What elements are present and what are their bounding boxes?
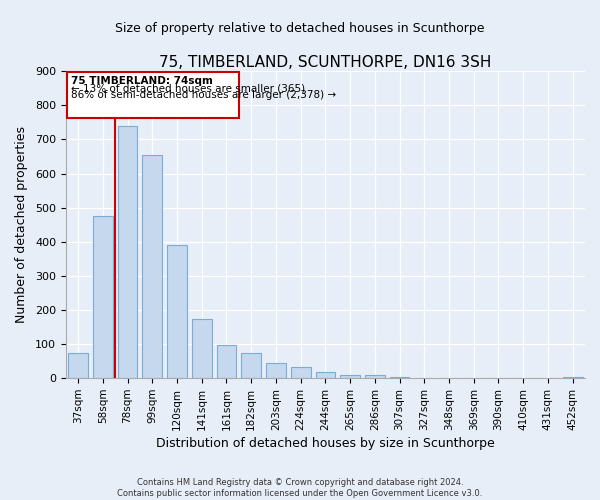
Bar: [563, 376, 583, 378]
Bar: [266, 363, 286, 378]
Bar: [142, 155, 162, 378]
Text: 86% of semi-detached houses are larger (2,378) →: 86% of semi-detached houses are larger (…: [71, 90, 336, 100]
Bar: [192, 318, 212, 378]
Bar: [365, 376, 385, 378]
Bar: [291, 368, 311, 378]
Bar: [241, 352, 261, 378]
Text: Size of property relative to detached houses in Scunthorpe: Size of property relative to detached ho…: [115, 22, 485, 35]
Y-axis label: Number of detached properties: Number of detached properties: [15, 126, 28, 323]
Text: Contains HM Land Registry data © Crown copyright and database right 2024.
Contai: Contains HM Land Registry data © Crown c…: [118, 478, 482, 498]
X-axis label: Distribution of detached houses by size in Scunthorpe: Distribution of detached houses by size …: [156, 437, 495, 450]
Bar: [340, 375, 360, 378]
Bar: [118, 126, 137, 378]
Bar: [68, 352, 88, 378]
Bar: [93, 216, 113, 378]
Bar: [167, 245, 187, 378]
Title: 75, TIMBERLAND, SCUNTHORPE, DN16 3SH: 75, TIMBERLAND, SCUNTHORPE, DN16 3SH: [159, 55, 491, 70]
Text: 75 TIMBERLAND: 74sqm: 75 TIMBERLAND: 74sqm: [71, 76, 212, 86]
Text: ← 13% of detached houses are smaller (365): ← 13% of detached houses are smaller (36…: [71, 83, 305, 93]
FancyBboxPatch shape: [67, 72, 239, 118]
Bar: [316, 372, 335, 378]
Bar: [389, 377, 409, 378]
Bar: [217, 345, 236, 378]
